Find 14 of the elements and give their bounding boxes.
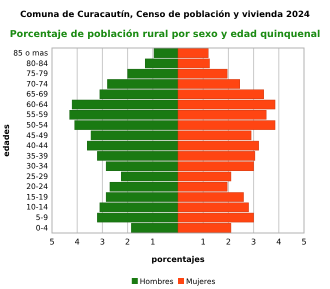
x-tick-label: 5	[49, 238, 55, 247]
x-tick-label: 3	[251, 238, 256, 247]
x-tick-label: 2	[125, 238, 130, 247]
x-tick-label: 4	[74, 238, 80, 247]
x-tick-label: 1	[200, 238, 206, 247]
x-tick-label: 1	[150, 238, 156, 247]
x-tick-label: 4	[276, 238, 282, 247]
x-tick-label: 3	[100, 238, 105, 247]
x-tick-label: 5	[301, 238, 307, 247]
chart-title: Comuna de Curacautín, Censo de población y vivienda 2024	[20, 10, 310, 20]
x-axis-title: porcentajes	[151, 255, 205, 264]
chart-subtitle: Porcentaje de población rural por sexo y edad quinquenal	[10, 29, 320, 40]
x-tick-label: 2	[226, 238, 231, 247]
y-axis-title: edades	[2, 124, 11, 157]
